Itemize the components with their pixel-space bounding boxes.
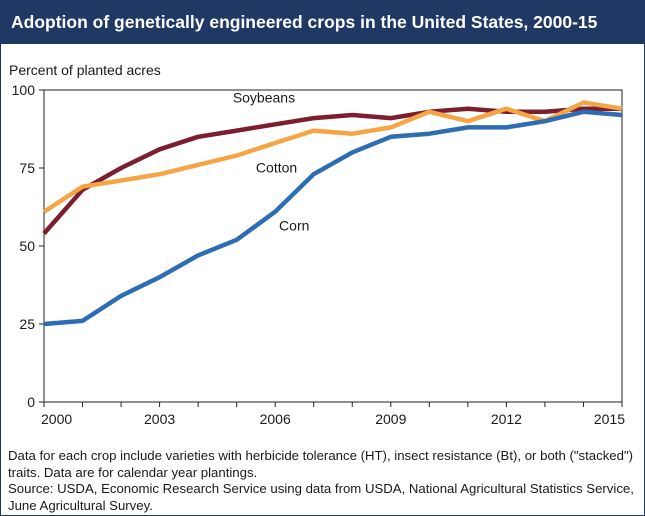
note-line-1: Data for each crop include varieties wit…	[8, 448, 634, 463]
x-tick-label: 2006	[260, 411, 291, 427]
x-tick-label: 2015	[594, 411, 625, 427]
source-line-1: Source: USDA, Economic Research Service …	[8, 481, 634, 496]
x-tick-label: 2012	[491, 411, 522, 427]
y-tick-label: 75	[19, 160, 35, 176]
plot-area-border	[43, 89, 623, 403]
series-label-cotton: Cotton	[256, 160, 297, 176]
line-chart: Percent of planted acres 0 25 50 75 100 2000 20…	[9, 62, 625, 427]
y-tick-label: 0	[27, 394, 35, 410]
x-tick-label: 2003	[144, 411, 175, 427]
source-line-2: June Agricultural Survey.	[8, 497, 153, 513]
series-line-soybeans	[42, 106, 622, 235]
x-tick-label: 2000	[41, 411, 72, 427]
y-axis-label: Percent of planted acres	[9, 62, 161, 78]
x-tick-label: 2009	[375, 411, 406, 427]
series-label-corn: Corn	[279, 217, 309, 233]
y-tick-label: 25	[19, 316, 35, 332]
note-line-2: traits. Data are for calendar year plant…	[8, 464, 258, 480]
series-line-corn	[43, 109, 623, 327]
chart-notes: Data for each crop include varieties wit…	[8, 448, 638, 514]
series-line-cotton	[42, 100, 623, 214]
chart-title: Adoption of genetically engineered crops…	[0, 0, 645, 44]
series-label-soybeans: Soybeans	[233, 89, 295, 105]
y-tick-label: 50	[19, 238, 35, 254]
y-tick-label: 100	[12, 82, 36, 98]
